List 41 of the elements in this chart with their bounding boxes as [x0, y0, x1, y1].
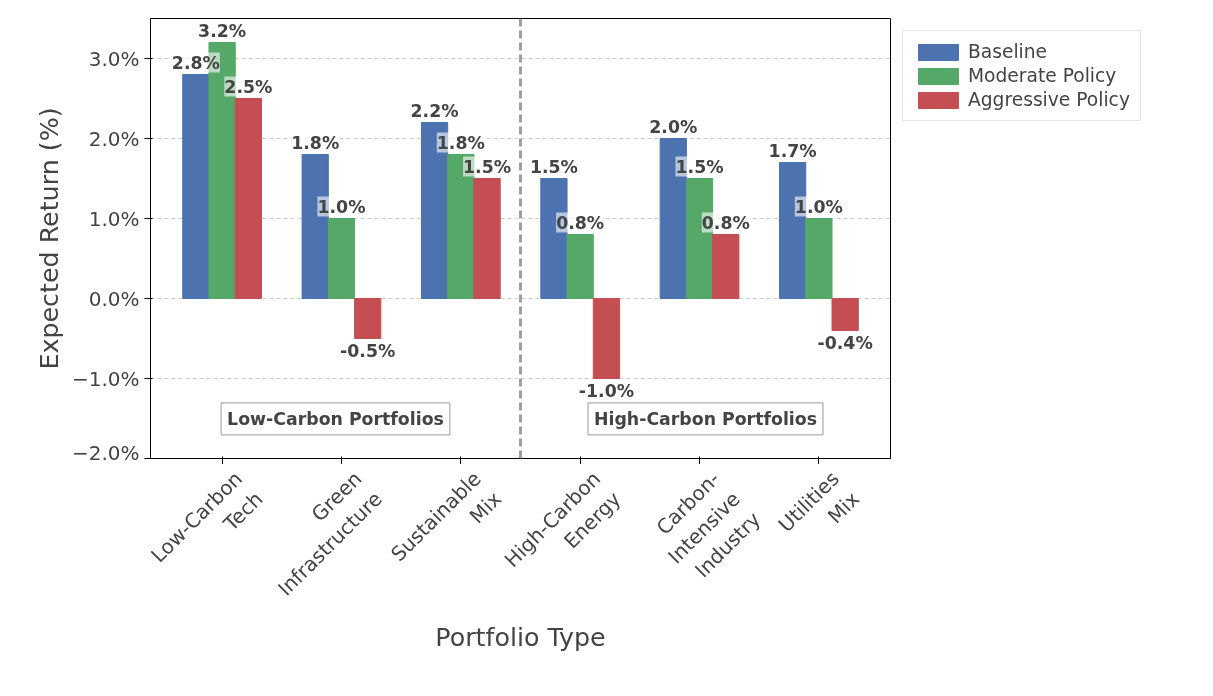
data-label: 0.8%: [701, 212, 750, 233]
x-axis-title: Portfolio Type: [435, 621, 606, 652]
y-tick-label: 1.0%: [88, 206, 140, 231]
data-label: -1.0%: [578, 380, 635, 401]
data-label: -0.4%: [817, 332, 873, 353]
data-label: 1.5%: [463, 156, 512, 177]
data-label: 2.2%: [410, 100, 459, 121]
data-label: 1.8%: [436, 132, 485, 153]
data-label: 1.0%: [794, 196, 843, 217]
y-tick-label: 0.0%: [88, 286, 140, 311]
data-label: 1.7%: [768, 140, 817, 161]
legend-label: Aggressive Policy: [968, 89, 1130, 110]
data-label: 1.5%: [529, 156, 578, 177]
bar: [473, 178, 501, 299]
data-label: 1.0%: [317, 196, 366, 217]
bar: [805, 218, 833, 299]
bar: [566, 234, 594, 299]
legend-label: Baseline: [968, 41, 1048, 62]
bar: [234, 98, 262, 299]
bar: [712, 234, 740, 299]
y-tick-label: 2.0%: [88, 126, 140, 151]
data-label: -0.5%: [340, 340, 396, 361]
data-label: 3.2%: [198, 20, 247, 41]
bar: [327, 218, 356, 299]
data-label: 2.0%: [649, 116, 698, 137]
data-label: 0.8%: [556, 212, 605, 233]
y-axis-title: Expected Return (%): [33, 107, 64, 370]
bar: [592, 298, 621, 379]
data-label: 1.5%: [675, 156, 724, 177]
y-tick-label: −1.0%: [71, 366, 140, 391]
y-tick-label: 3.0%: [88, 46, 140, 71]
legend-label: Moderate Policy: [968, 65, 1117, 86]
bar: [831, 298, 859, 331]
data-label: 2.5%: [224, 76, 273, 97]
annotation: High-Carbon Portfolios: [594, 408, 817, 429]
y-tick-label: −2.0%: [71, 440, 140, 465]
bar: [182, 74, 210, 299]
annotation: Low-Carbon Portfolios: [227, 408, 444, 429]
data-label: 1.8%: [291, 132, 340, 153]
bar: [354, 298, 382, 339]
data-label: 2.8%: [171, 52, 220, 73]
